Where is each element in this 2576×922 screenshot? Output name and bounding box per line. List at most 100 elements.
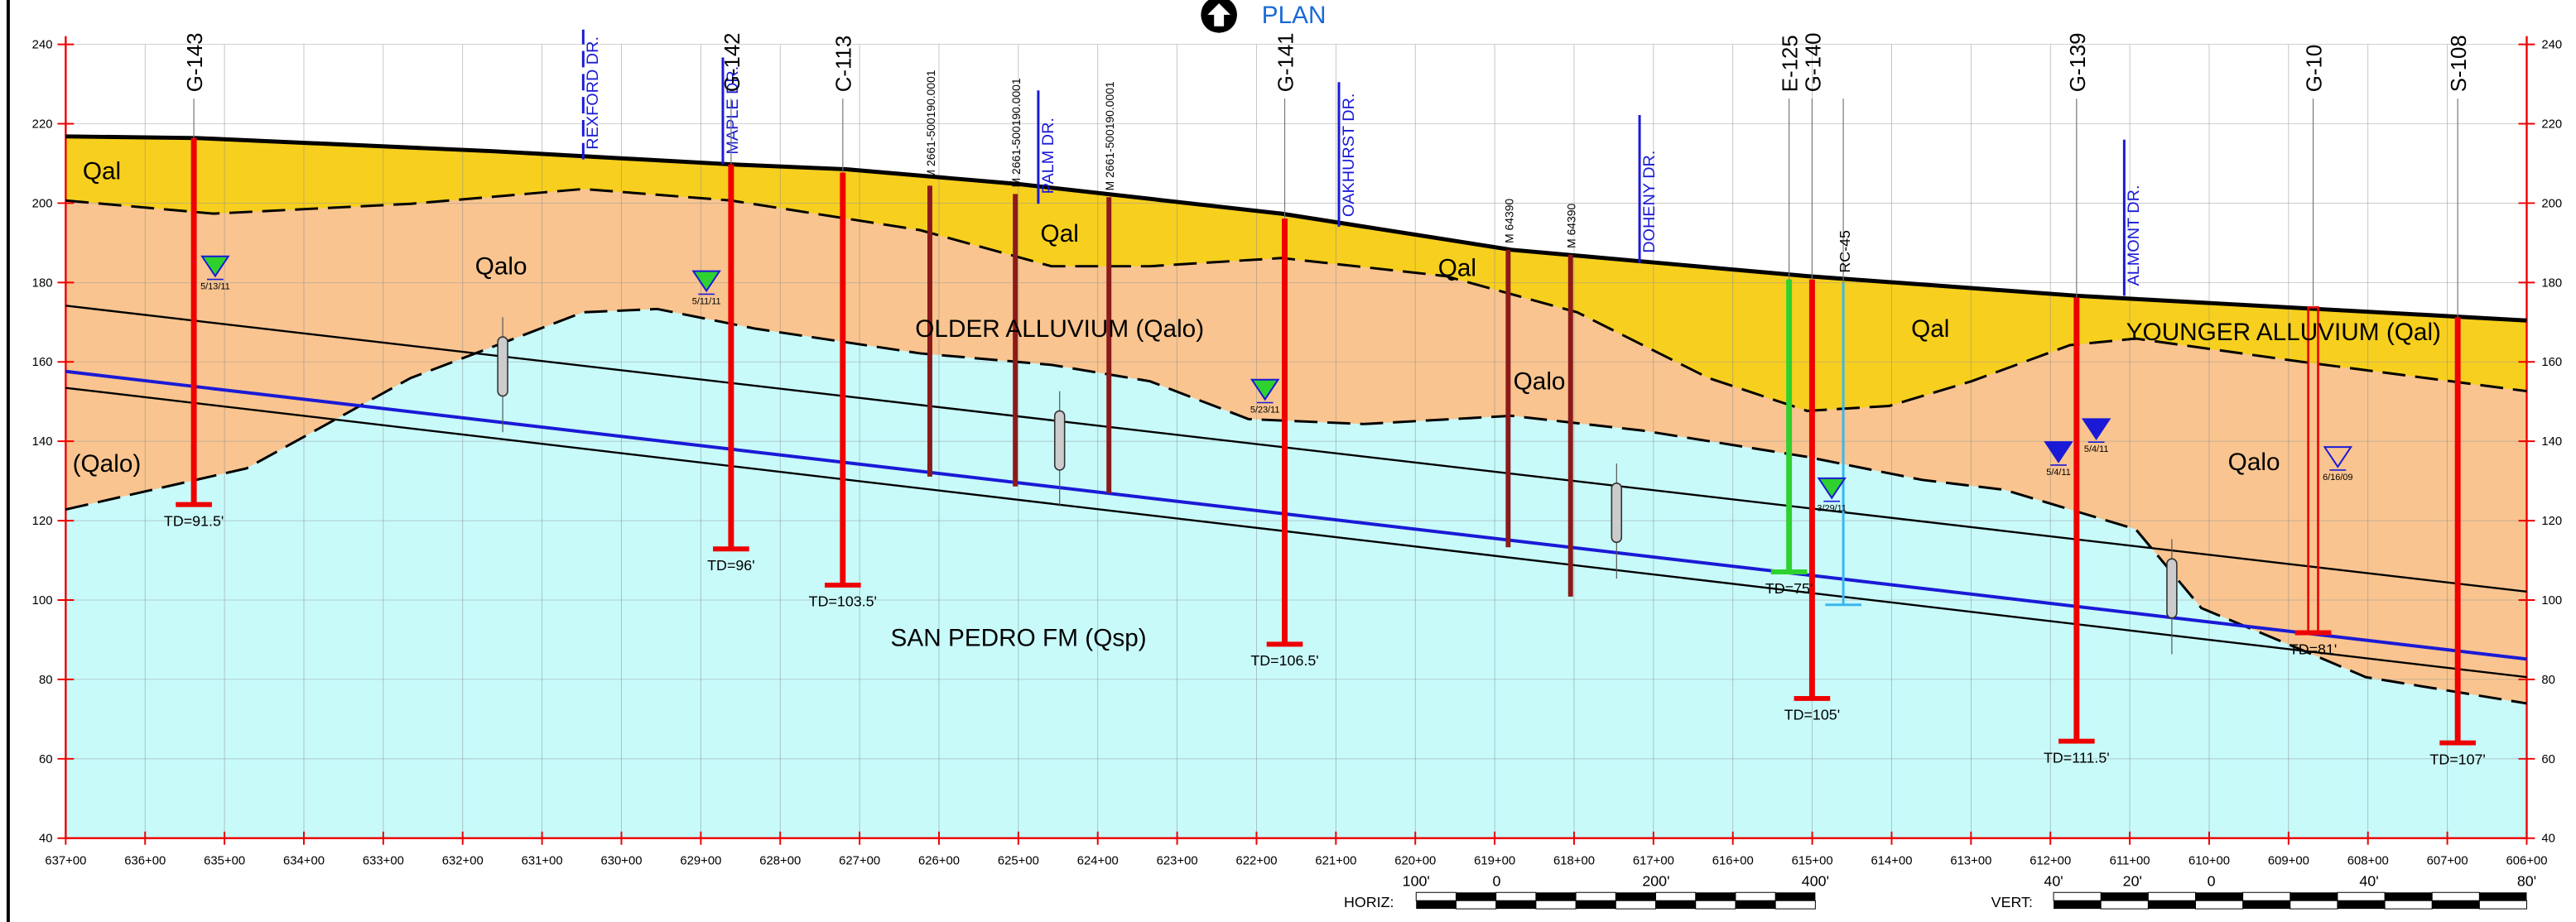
td-label: TD=107': [2429, 751, 2485, 767]
log-label: M 2661-500190.0001: [1009, 78, 1023, 187]
street-label: OAKHURST DR.: [1340, 94, 1358, 218]
unit-label: Qal: [1438, 255, 1476, 282]
x-tick-label: 614+00: [1871, 854, 1912, 867]
scale-bar: [1695, 900, 1736, 910]
scale-bar: [1615, 892, 1656, 901]
y-tick-label-right: 220: [2541, 118, 2562, 131]
scale-bar: [2147, 891, 2196, 901]
x-tick-label: 637+00: [45, 854, 86, 867]
y-tick-label-right: 180: [2541, 276, 2562, 290]
water-level: [1249, 378, 1280, 401]
x-tick-label: 616+00: [1712, 854, 1754, 867]
td-label: TD=111.5': [2044, 749, 2110, 766]
water-level: [2081, 418, 2111, 440]
scale-mark: 0: [1493, 872, 1501, 889]
water-date: 5/11/11: [692, 296, 721, 306]
scale-mark: 40': [2359, 872, 2378, 889]
x-tick-label: 620+00: [1394, 854, 1436, 867]
scale-bar: [2290, 892, 2338, 901]
x-tick-label: 615+00: [1792, 854, 1833, 867]
log-label: M 2661-500190.0001: [1103, 81, 1116, 190]
scale-mark: 0: [2208, 872, 2216, 889]
x-tick-label: 629+00: [680, 854, 721, 867]
street-label: MAPLE DR.: [724, 66, 742, 155]
scale-bar: [2101, 892, 2149, 901]
scale-bar: [1575, 891, 1616, 901]
scale-bar: [2195, 892, 2243, 901]
water-level: [2323, 446, 2353, 468]
y-tick-label: 100: [32, 594, 53, 607]
contact-qal: [65, 187, 2527, 412]
y-tick-label: 180: [32, 276, 53, 290]
water-date: 6/16/09: [2323, 473, 2352, 483]
scale-bar: [1455, 900, 1497, 910]
scale-bar: [2337, 891, 2386, 901]
scale-bar: [1775, 892, 1816, 901]
td-label: TD=81': [2290, 641, 2337, 657]
x-tick-label: 612+00: [2030, 854, 2071, 867]
scale-bar: [2432, 900, 2480, 910]
x-tick-label: 622+00: [1235, 854, 1277, 867]
td-label: TD=106.5': [1250, 652, 1318, 669]
ground-surface: [65, 134, 2527, 323]
water-level: [1817, 477, 1847, 500]
log-label: M 64390: [1502, 199, 1515, 243]
scale-mark: 40': [2044, 872, 2063, 889]
unit-label: OLDER ALLUVIUM (Qalo): [915, 315, 1204, 343]
water-level: [691, 270, 721, 293]
scale-bar: [2478, 900, 2527, 910]
plan-label: PLAN: [1262, 2, 1327, 29]
water-date: 5/13/11: [200, 281, 230, 291]
scale-bar: [1535, 892, 1577, 901]
y-tick-label: 40: [39, 833, 53, 846]
x-tick-label: 624+00: [1077, 854, 1119, 867]
scale-mark: 100': [1403, 872, 1430, 889]
x-tick-label: 611+00: [2110, 854, 2150, 867]
scale-bar: [2431, 891, 2480, 901]
log-label: M 2661-500190.0001: [924, 70, 937, 179]
unit-label: (Qalo): [73, 450, 142, 478]
y-tick-label: 60: [39, 753, 53, 766]
water-level: [200, 255, 230, 278]
y-tick-label: 200: [32, 197, 53, 210]
boring-label: G-10: [2303, 45, 2326, 92]
x-tick-label: 608+00: [2347, 854, 2389, 867]
scale-bar: [1615, 900, 1657, 910]
x-tick-label: 618+00: [1553, 854, 1595, 867]
younger-alluvium-fill: [65, 136, 2527, 411]
y-tick-label: 120: [32, 515, 53, 528]
scale-mark: 80': [2517, 872, 2536, 889]
x-tick-label: 617+00: [1633, 854, 1674, 867]
water-date: 5/23/11: [1250, 405, 1280, 415]
scale-bar: [2337, 900, 2386, 910]
piezometer: [1053, 410, 1066, 471]
y-tick-label-right: 160: [2541, 356, 2562, 369]
y-tick-label: 220: [32, 118, 53, 131]
td-label: TD=105': [1784, 707, 1840, 723]
scale-bar: [1495, 900, 1536, 910]
scale-bar: [1416, 900, 1457, 910]
y-tick-label: 240: [32, 39, 53, 52]
y-tick-label: 140: [32, 435, 53, 449]
y-tick-label-right: 80: [2541, 674, 2555, 687]
unit-label: Qal: [1911, 315, 1949, 343]
unit-label: Qal: [1041, 220, 1079, 247]
scale-bar: [1655, 891, 1697, 901]
x-tick-label: 607+00: [2427, 854, 2468, 867]
street-label: PALM DR.: [1039, 118, 1057, 194]
scale-mark: 20': [2123, 872, 2142, 889]
street-label: ALMONT DR.: [2125, 185, 2143, 286]
x-tick-label: 635+00: [204, 854, 245, 867]
scale-bar: [1535, 900, 1577, 910]
boring-label: C-113: [833, 36, 856, 92]
scale-bar: [1655, 900, 1696, 910]
td-label: TD=75': [1765, 580, 1813, 597]
scale-bar: [2148, 900, 2196, 910]
water-date: 3/29/11: [1817, 504, 1847, 514]
unit-label: Qalo: [1514, 368, 1566, 396]
x-tick-label: 619+00: [1474, 854, 1515, 867]
scale-bar: [1576, 900, 1616, 910]
y-tick-label-right: 40: [2541, 833, 2555, 846]
water-date: 5/4/11: [2046, 468, 2071, 478]
